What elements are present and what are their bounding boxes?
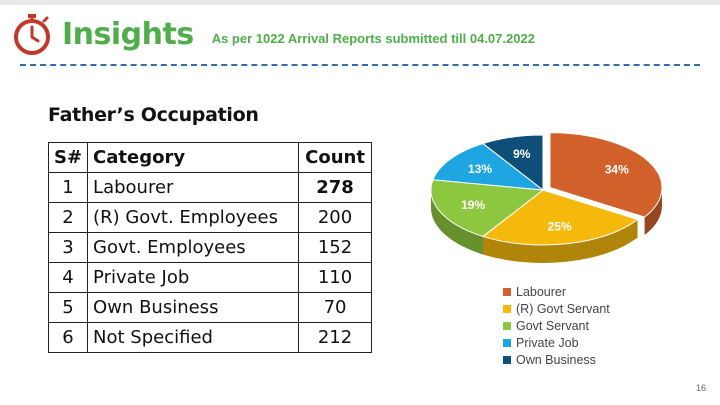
cell-category: Labourer (87, 172, 300, 203)
legend-item: Own Business (503, 351, 610, 368)
pie-data-label-0: 34% (605, 163, 629, 177)
table-row: 1 Labourer 278 (47, 172, 373, 203)
pie-chart: 34% 25% 19% 13% 9% (430, 132, 663, 263)
pie-slice-side-2 (431, 190, 483, 255)
top-strip (0, 0, 720, 5)
cell-count: 278 (298, 172, 373, 203)
cell-sn: 6 (47, 322, 89, 353)
pie-slice-side-0 (644, 187, 663, 236)
cell-count: 152 (298, 232, 373, 263)
cell-sn: 1 (47, 172, 89, 203)
cell-count: 212 (298, 322, 373, 353)
legend-item: Private Job (503, 334, 610, 351)
page-number: 16 (695, 383, 706, 393)
cell-category: Not Specified (87, 322, 300, 353)
legend-swatch (503, 355, 511, 364)
legend-swatch (503, 304, 511, 313)
cell-sn: 3 (47, 232, 89, 263)
cell-sn: 5 (47, 292, 89, 323)
dashed-divider (20, 64, 700, 66)
legend-label: Govt Servant (516, 318, 589, 333)
cell-sn: 2 (47, 202, 89, 233)
legend-item: Govt Servant (503, 317, 610, 334)
pie-data-label-2: 19% (461, 198, 485, 212)
column-header-sn: S# (47, 142, 89, 173)
pie-slice-4 (481, 134, 544, 192)
table-row: 6 Not Specified 212 (47, 322, 373, 353)
table-row: 5 Own Business 70 (47, 292, 373, 323)
table-row: 2 (R) Govt. Employees 200 (47, 202, 373, 233)
pie-slice-side-1 (482, 219, 638, 263)
cell-category: Private Job (87, 262, 300, 293)
pie-slice-1 (481, 189, 639, 246)
legend-swatch (503, 321, 511, 330)
legend-swatch (503, 338, 511, 347)
legend-label: Own Business (516, 352, 596, 367)
cell-category: (R) Govt. Employees (87, 202, 300, 233)
stopwatch-icon (14, 14, 50, 55)
table-row: 4 Private Job 110 (47, 262, 373, 293)
cell-count: 70 (298, 292, 373, 323)
pie-slice-3 (432, 143, 545, 191)
pie-data-label-1: 25% (548, 219, 572, 233)
column-header-category: Category (87, 142, 300, 173)
slide-title: Insights (62, 16, 194, 52)
pie-data-label-4: 9% (513, 147, 531, 161)
pie-data-label-3: 13% (468, 162, 492, 176)
legend-label: Labourer (516, 284, 567, 299)
slide-header: Insights As per 1022 Arrival Reports sub… (10, 12, 535, 56)
pie-slice-2 (430, 179, 545, 237)
pie-chart-area: 34% 25% 19% 13% 9% (410, 118, 680, 278)
legend-swatch (503, 287, 511, 296)
cell-category: Own Business (87, 292, 300, 323)
cell-count: 110 (298, 262, 373, 293)
cell-sn: 4 (47, 262, 89, 293)
slide-subtitle: As per 1022 Arrival Reports submitted ti… (211, 30, 535, 46)
chart-legend: Labourer (R) Govt Servant Govt Servant Priv… (503, 283, 610, 368)
cell-category: Govt. Employees (87, 232, 300, 263)
legend-label: Private Job (516, 335, 579, 350)
column-header-count: Count (298, 142, 373, 173)
table-row: 3 Govt. Employees 152 (47, 232, 373, 263)
table-header-row: S# Category Count (47, 142, 373, 173)
legend-label: (R) Govt Servant (516, 301, 610, 316)
legend-item: (R) Govt Servant (503, 300, 610, 317)
section-title: Father’s Occupation (48, 104, 259, 126)
pie-slice-0 (549, 132, 663, 218)
occupation-table: S# Category Count 1 Labourer 278 2 (R) G… (47, 142, 373, 353)
legend-item: Labourer (503, 283, 610, 300)
cell-count: 200 (298, 202, 373, 233)
